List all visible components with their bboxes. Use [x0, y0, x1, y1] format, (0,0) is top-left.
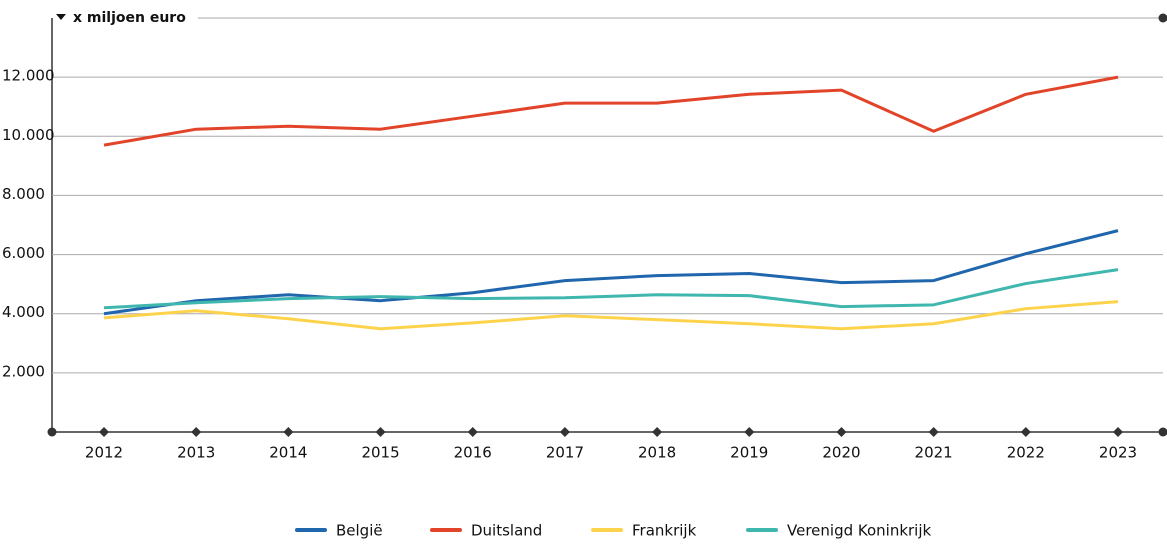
y-axis-label: x miljoen euro — [73, 10, 186, 26]
x-tick-diamond — [1021, 427, 1031, 437]
x-tick-label: 2017 — [546, 444, 584, 462]
x-tick-diamond — [836, 427, 846, 437]
y-tick-label: 2.000 — [2, 362, 45, 380]
x-tick-label: 2023 — [1099, 444, 1137, 462]
axis-dot — [48, 428, 57, 437]
line — [104, 77, 1118, 145]
line — [104, 302, 1118, 329]
y-tick-label: 8.000 — [2, 185, 45, 203]
legend-label: Duitsland — [471, 522, 542, 540]
x-tick-diamond — [376, 427, 386, 437]
x-tick-label: 2015 — [361, 444, 399, 462]
x-tick-label: 2016 — [454, 444, 492, 462]
line — [104, 270, 1118, 308]
y-tick-label: 10.000 — [2, 126, 55, 144]
y-tick-label: 12.000 — [2, 67, 55, 85]
x-tick-label: 2019 — [730, 444, 768, 462]
legend-label: Verenigd Koninkrijk — [787, 522, 932, 540]
x-tick-label: 2018 — [638, 444, 676, 462]
x-tick-diamond — [1113, 427, 1123, 437]
x-tick-diamond — [468, 427, 478, 437]
triangle-icon — [56, 14, 66, 20]
x-tick-diamond — [744, 427, 754, 437]
x-tick-label: 2013 — [177, 444, 215, 462]
x-tick-label: 2020 — [822, 444, 860, 462]
axis-dot — [1159, 14, 1167, 23]
x-tick-diamond — [99, 427, 109, 437]
x-tick-diamond — [929, 427, 939, 437]
x-tick-label: 2022 — [1007, 444, 1045, 462]
legend-label: België — [336, 522, 383, 540]
x-tick-label: 2014 — [269, 444, 307, 462]
x-tick-diamond — [191, 427, 201, 437]
y-tick-label: 4.000 — [2, 303, 45, 321]
x-tick-diamond — [560, 427, 570, 437]
x-tick-diamond — [652, 427, 662, 437]
axis-dot — [1159, 428, 1167, 437]
x-tick-diamond — [283, 427, 293, 437]
y-tick-label: 6.000 — [2, 244, 45, 262]
legend-label: Frankrijk — [632, 522, 697, 540]
x-tick-label: 2012 — [85, 444, 123, 462]
x-tick-label: 2021 — [915, 444, 953, 462]
